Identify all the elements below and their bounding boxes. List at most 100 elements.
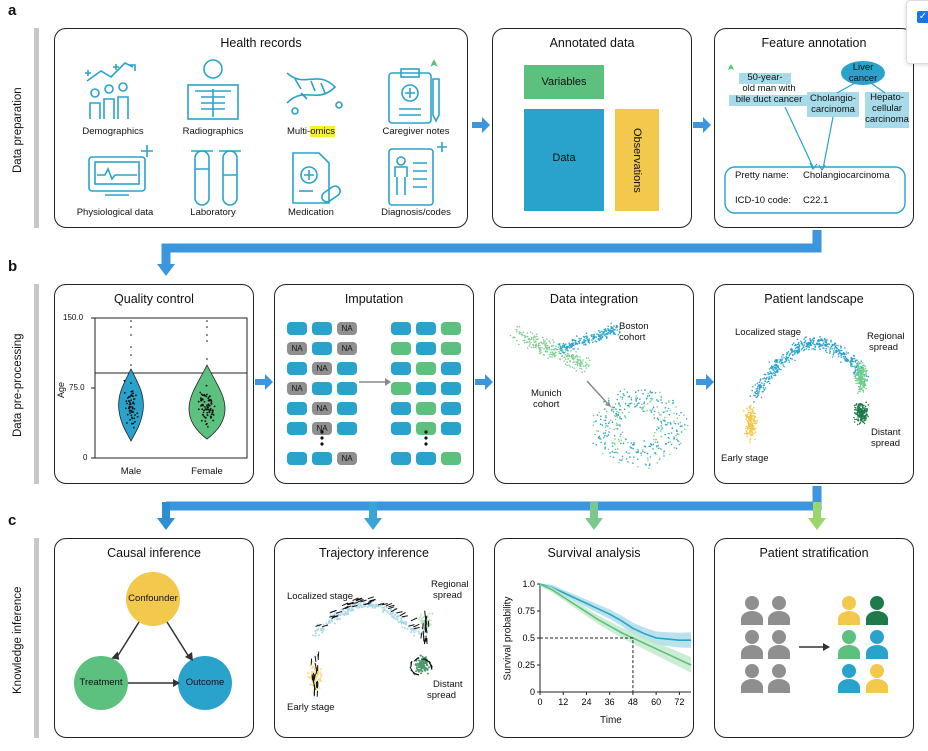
localized-point [333,622,336,625]
velocity-arrow [396,611,403,614]
early-point [749,427,751,430]
integrated-point [619,405,621,407]
data-cell [441,382,461,395]
integrated-point [625,438,627,441]
localized-point [754,391,756,393]
velocity-arrow [335,611,343,614]
checkbox-icon[interactable]: ✓ [917,11,928,23]
panel-trajectory-inference: Trajectory inference Localized stage Reg… [274,538,474,738]
localized-point [797,351,799,353]
imputed-cell [391,382,411,395]
data-cell [391,452,411,465]
integrated-point [654,452,657,454]
munich-point [537,344,540,347]
munich-point [588,359,591,362]
integrated-point [660,399,662,401]
localized-point [813,339,815,342]
distant-point [857,418,859,420]
munich-point [545,342,548,345]
arrow-b1 [255,374,273,390]
regional-point [420,620,423,622]
early-point [750,434,752,437]
boston-point [590,334,593,337]
integrated-point [627,452,629,454]
munich-point [549,351,552,354]
munich-point [572,354,574,356]
localized-point [311,634,314,637]
localized-point [353,603,356,606]
boston-point [583,341,586,343]
integrated-point [683,414,685,416]
hepato-line-2: cellular [871,103,903,114]
localized-point [763,383,766,385]
person-icon [768,664,790,693]
localized-point [318,634,321,637]
integrated-point [612,406,615,409]
munich-point [528,345,531,347]
localized-point [404,622,407,625]
localized-point [809,339,812,342]
section-letter-a: a [8,2,17,19]
localized-point [796,343,799,346]
munich-point [581,361,583,363]
integrated-point [667,441,670,444]
localized-point [843,357,846,360]
boston-point [560,349,563,352]
distant-point [859,422,862,424]
localized-point [397,621,400,624]
integrated-point [621,431,624,433]
munich-point [519,331,522,334]
distant-point [853,409,856,411]
qc-point [200,419,203,422]
boston-point [604,329,607,332]
integrated-point [606,435,608,437]
label-multi: Multi- [286,126,311,137]
qc-point [134,420,136,423]
localized-point [338,614,341,616]
munich-point [567,358,570,360]
integrated-point [675,434,677,437]
integrated-point [650,409,653,412]
early-point [748,409,750,412]
qc-outlier [130,334,132,336]
munich-point [587,357,590,359]
qc-point [136,412,139,415]
integrated-point [615,451,617,453]
integrated-point [623,408,626,411]
integrated-point [673,422,676,424]
early-point [750,427,753,429]
person-icon [838,630,860,659]
integrated-point [621,412,624,414]
qc-point [130,399,132,402]
panel-health-records: Health records [54,28,468,228]
integrated-point [668,437,670,440]
integrated-point [677,423,680,425]
integrated-point [680,411,682,414]
early-point [747,415,749,418]
arrow-b2 [475,374,493,390]
integrated-point [659,430,662,432]
integrated-point [660,414,662,416]
qc-outlier [130,346,132,348]
early-point [748,422,751,424]
label-multiomics: Multi-omics [271,126,351,137]
distant-point [865,413,868,415]
integrated-point [596,414,599,416]
edge-popup: ✓ [906,0,928,64]
confounder-node [126,572,180,626]
boston-point [566,347,569,349]
localized-point [769,370,771,373]
connector-a-b [161,230,822,266]
boston-point [599,331,601,333]
qc-point [131,407,134,410]
munich-point [569,361,571,363]
boston-point [586,335,588,337]
early-point [320,675,323,678]
velocity-arrow [331,614,338,620]
integrated-point [660,396,662,399]
early-point [749,411,752,414]
localized-point [358,605,361,608]
qc-point [123,379,126,382]
integrated-point [609,427,611,430]
munich-point [561,355,563,357]
